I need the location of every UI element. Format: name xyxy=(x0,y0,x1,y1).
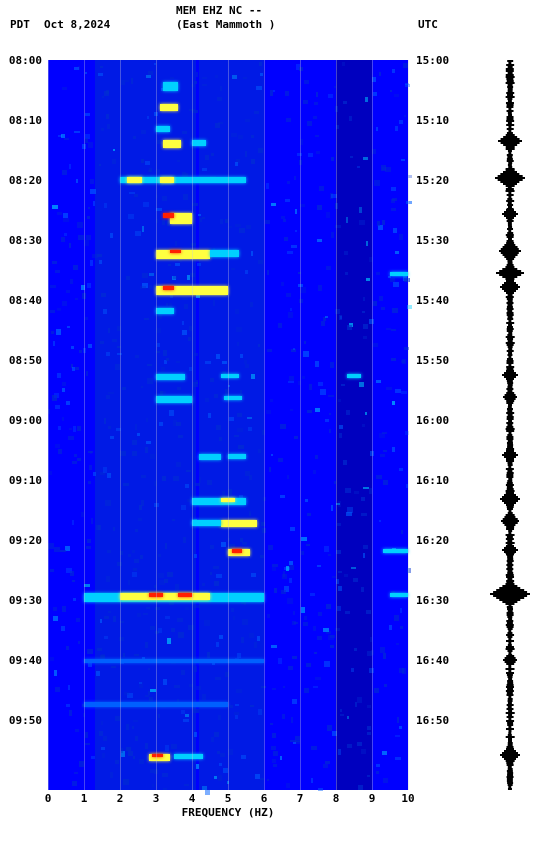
spectrogram-plot xyxy=(48,60,408,790)
waveform-burst xyxy=(506,292,514,294)
spectro-hotspot xyxy=(127,177,141,183)
waveform-burst xyxy=(506,458,514,460)
y-tick-right: 15:30 xyxy=(416,234,449,247)
y-tick-right: 16:40 xyxy=(416,654,449,667)
y-tick-left: 09:00 xyxy=(9,414,42,427)
y-tick-left: 08:10 xyxy=(9,114,42,127)
y-tick-left: 09:20 xyxy=(9,534,42,547)
y-tick-right: 16:30 xyxy=(416,594,449,607)
y-tick-left: 08:40 xyxy=(9,294,42,307)
spectro-hotspot xyxy=(221,520,257,527)
y-tick-left: 09:10 xyxy=(9,474,42,487)
x-axis-label: FREQUENCY (HZ) xyxy=(48,806,408,819)
x-tick: 4 xyxy=(189,792,196,805)
y-tick-right: 15:40 xyxy=(416,294,449,307)
y-tick-left: 09:30 xyxy=(9,594,42,607)
spectro-hotspot xyxy=(156,374,185,380)
x-tick: 6 xyxy=(261,792,268,805)
spectro-hotspot xyxy=(232,549,243,553)
x-tick: 9 xyxy=(369,792,376,805)
y-tick-right: 16:20 xyxy=(416,534,449,547)
waveform-burst xyxy=(506,553,514,555)
spectro-hotspot xyxy=(390,593,408,597)
waveform-burst xyxy=(506,378,514,380)
spectro-hotspot xyxy=(156,126,170,132)
y-tick-right: 16:10 xyxy=(416,474,449,487)
x-tick: 2 xyxy=(117,792,124,805)
spectro-hotspot xyxy=(156,396,192,403)
spectro-hotspot xyxy=(192,140,206,146)
spectro-hotspot xyxy=(163,140,181,147)
station-line2: (East Mammoth ) xyxy=(176,18,275,31)
spectro-hotspot xyxy=(383,549,408,553)
spectro-hotspot xyxy=(170,250,181,254)
x-tick: 0 xyxy=(45,792,52,805)
waveform-burst xyxy=(506,217,514,219)
spectro-hotspot xyxy=(160,104,178,111)
waveform-burst xyxy=(506,185,515,187)
spectro-hotspot xyxy=(163,213,174,217)
spectro-hotspot xyxy=(199,454,221,460)
spectro-hotspot xyxy=(347,374,361,378)
y-tick-right: 15:00 xyxy=(416,54,449,67)
spectro-hotspot xyxy=(228,454,246,458)
waveform-burst xyxy=(506,526,514,528)
spectro-hotspot xyxy=(152,754,163,758)
x-tick: 1 xyxy=(81,792,88,805)
spectro-hotspot xyxy=(163,286,174,290)
station-line1: MEM EHZ NC -- xyxy=(176,4,262,17)
date: Oct 8,2024 xyxy=(44,18,110,31)
spectro-hotspot xyxy=(156,308,174,314)
spectro-hotspot xyxy=(174,754,203,760)
spectro-hotspot xyxy=(163,82,177,91)
waveform-burst xyxy=(506,146,515,148)
x-tick: 7 xyxy=(297,792,304,805)
x-tick: 8 xyxy=(333,792,340,805)
y-tick-left: 08:00 xyxy=(9,54,42,67)
y-tick-left: 08:30 xyxy=(9,234,42,247)
y-tick-right: 15:10 xyxy=(416,114,449,127)
y-tick-right: 16:50 xyxy=(416,714,449,727)
x-tick: 10 xyxy=(401,792,414,805)
spectro-hotspot xyxy=(221,374,239,378)
y-axis-right-utc: 15:0015:1015:2015:3015:4015:5016:0016:10… xyxy=(412,60,458,790)
spectro-hotspot xyxy=(390,272,408,276)
waveform-burst xyxy=(506,400,514,402)
spectro-hotspot xyxy=(160,177,174,183)
y-axis-left-pdt: 08:0008:1008:2008:3008:4008:5009:0009:10… xyxy=(0,60,46,790)
spectro-hotspot xyxy=(192,520,221,526)
x-tick: 3 xyxy=(153,792,160,805)
waveform-burst xyxy=(506,504,514,506)
tz-left: PDT xyxy=(10,18,30,31)
tz-right: UTC xyxy=(418,18,438,31)
y-tick-left: 09:50 xyxy=(9,714,42,727)
waveform-burst xyxy=(506,258,514,260)
spectro-hotspot xyxy=(156,250,210,259)
spectro-hotspot xyxy=(120,593,210,600)
x-tick: 5 xyxy=(225,792,232,805)
spectro-hotspot xyxy=(210,250,239,257)
waveform-burst xyxy=(506,760,514,762)
waveform-burst xyxy=(506,663,514,665)
spectro-hotspot xyxy=(84,659,264,663)
y-tick-right: 15:20 xyxy=(416,174,449,187)
y-tick-left: 08:50 xyxy=(9,354,42,367)
y-tick-left: 08:20 xyxy=(9,174,42,187)
spectro-hotspot xyxy=(178,593,192,597)
y-tick-right: 16:00 xyxy=(416,414,449,427)
waveform-strip xyxy=(490,60,530,790)
y-tick-left: 09:40 xyxy=(9,654,42,667)
spectro-hotspot xyxy=(192,498,246,505)
waveform-burst xyxy=(505,603,514,605)
y-tick-right: 15:50 xyxy=(416,354,449,367)
